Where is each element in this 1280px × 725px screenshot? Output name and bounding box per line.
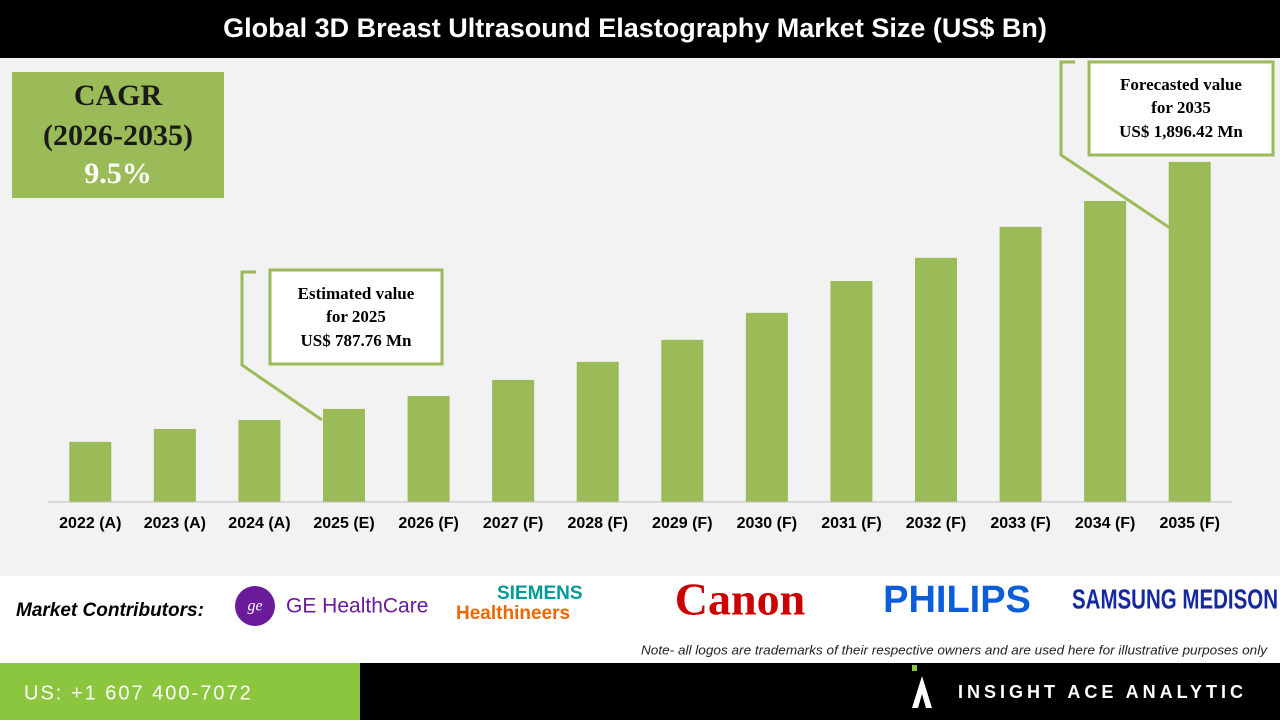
leader-line: [240, 270, 323, 422]
phone: US: +1 607 400-7072: [24, 682, 253, 704]
annotation-text: for 2025: [326, 307, 386, 326]
logo: SAMSUNG MEDISON: [1072, 583, 1278, 614]
x-tick-label: 2031 (F): [821, 515, 881, 532]
logo: SIEMENS: [497, 583, 583, 604]
x-tick-label: 2029 (F): [652, 515, 712, 532]
ge-logo-glyph: ge: [247, 598, 262, 615]
bars: [69, 161, 1211, 503]
bar: [576, 361, 619, 502]
logo: GE HealthCare: [286, 595, 428, 618]
annotation-text: for 2035: [1151, 98, 1211, 117]
x-tick-label: 2025 (E): [313, 515, 374, 532]
bar: [407, 395, 450, 502]
bar: [1168, 161, 1211, 502]
x-tick-label: 2024 (A): [228, 515, 290, 532]
contributors-label: Market Contributors:: [16, 600, 204, 621]
bar: [1084, 201, 1127, 502]
annotation-text: Forecasted value: [1120, 75, 1242, 94]
cagr-value: 9.5%: [84, 157, 152, 190]
x-tick-label: 2033 (F): [990, 515, 1050, 532]
x-tick-label: 2023 (A): [144, 515, 206, 532]
brand-icon: [912, 676, 932, 708]
brand: INSIGHT ACE ANALYTIC: [958, 682, 1247, 702]
annotation-text: US$ 1,896.42 Mn: [1119, 122, 1243, 141]
bar: [238, 420, 281, 502]
leader-line: [1059, 60, 1171, 230]
annotation-text: Estimated value: [298, 284, 415, 303]
bar: [323, 408, 365, 502]
x-tick-label: 2034 (F): [1075, 515, 1135, 532]
title-bar: [0, 0, 1280, 58]
cagr-label: CAGR: [74, 79, 163, 112]
brand-icon-dot: [912, 665, 917, 671]
note: Note- all logos are trademarks of their …: [641, 642, 1269, 657]
x-tick-label: 2028 (F): [567, 515, 627, 532]
bar: [153, 428, 196, 502]
bar: [999, 226, 1042, 503]
bar: [492, 379, 535, 502]
x-tick-label: 2032 (F): [906, 515, 966, 532]
x-tick-label: 2026 (F): [398, 515, 458, 532]
annotation-text: US$ 787.76 Mn: [301, 331, 413, 350]
x-tick-label: 2027 (F): [483, 515, 543, 532]
phone-box: [0, 663, 360, 720]
annotation-box: [1087, 60, 1275, 157]
bar: [830, 281, 873, 502]
cagr-period: (2026-2035): [43, 119, 193, 152]
logo: Healthineers: [456, 603, 570, 624]
title: Global 3D Breast Ultrasound Elastography…: [223, 13, 1047, 43]
logo: Canon: [675, 574, 805, 625]
bar: [745, 312, 788, 502]
bar: [69, 441, 112, 502]
ge-logo-mark: [235, 586, 275, 626]
brand-bar: [360, 663, 1280, 720]
bar: [661, 339, 704, 502]
x-tick-label: 2035 (F): [1159, 515, 1219, 532]
cagr-box: [12, 72, 224, 198]
x-tick-label: 2022 (A): [59, 515, 121, 532]
logo: PHILIPS: [883, 579, 1031, 621]
x-tick-label: 2030 (F): [737, 515, 797, 532]
bar: [915, 257, 957, 502]
annotation-box: [268, 268, 444, 366]
